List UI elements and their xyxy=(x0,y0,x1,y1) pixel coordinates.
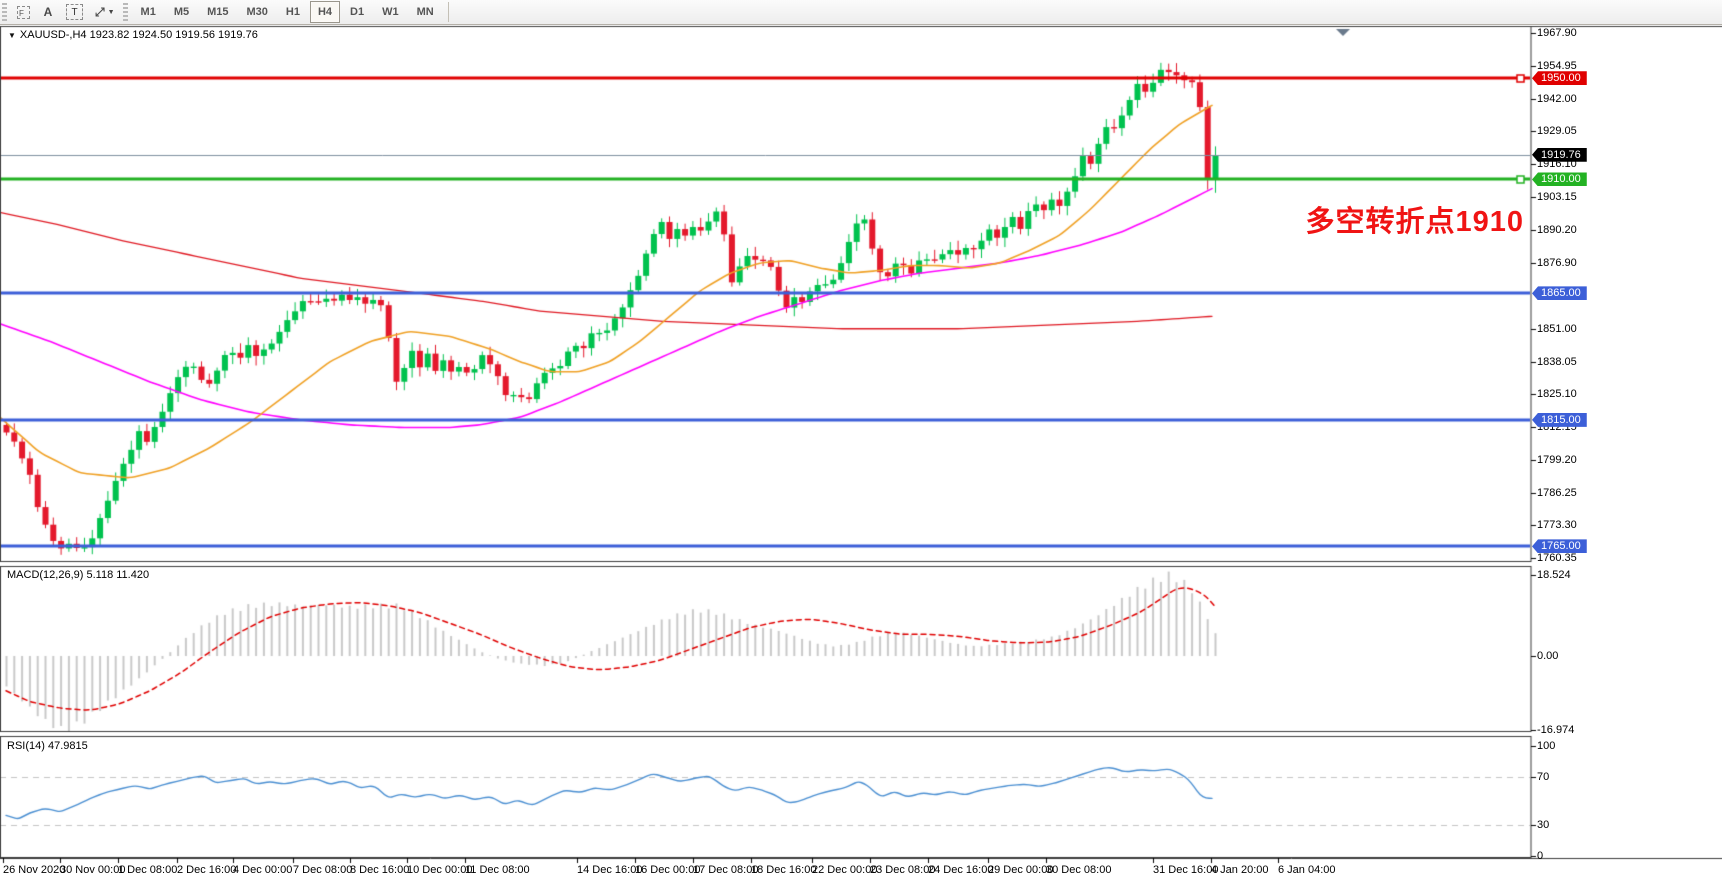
price-tick-label: 1799.20 xyxy=(1537,453,1577,466)
arrows-icon: ⤢ xyxy=(95,4,105,19)
timeframe-button-H4[interactable]: H4 xyxy=(309,1,341,23)
rsi-tick-label: 100 xyxy=(1537,740,1556,752)
toolbar-grip[interactable] xyxy=(2,3,7,21)
time-tick-label: 14 Dec 16:00 xyxy=(577,864,643,876)
chart-title[interactable]: ▼ XAUUSD-,H4 1923.82 1924.50 1919.56 1919… xyxy=(8,29,258,41)
price-tick-label: 1786.25 xyxy=(1537,486,1577,499)
price-tick-label: 1876.90 xyxy=(1537,257,1577,270)
time-tick-label: 7 Dec 08:00 xyxy=(293,864,353,876)
time-tick-label: 1 Dec 08:00 xyxy=(118,864,178,876)
time-tick-label: 30 Nov 00:00 xyxy=(60,864,126,876)
text-box-tool-button[interactable]: T xyxy=(61,2,88,23)
price-tick-label: 1967.90 xyxy=(1537,27,1577,39)
time-tick-label: 2 Dec 16:00 xyxy=(177,864,237,876)
price-tick-label: 1773.30 xyxy=(1537,519,1577,532)
time-tick-label: 17 Dec 08:00 xyxy=(693,864,759,876)
toolbar: F A T ⤢ ▼ M1 M5 M15 M30 H1 H4 D1 W1 MN xyxy=(0,0,1722,25)
collapse-triangle-icon[interactable]: ▼ xyxy=(8,31,16,40)
fibonacci-tool-button[interactable]: F xyxy=(12,2,35,23)
toolbar-separator xyxy=(447,2,449,22)
price-tick-label: 1942.00 xyxy=(1537,92,1577,105)
timeframe-button-M1[interactable]: M1 xyxy=(140,6,156,18)
text-label-tool-button[interactable]: A xyxy=(37,2,59,23)
chart-annotation-text[interactable]: 多空转折点1910 xyxy=(1305,206,1524,238)
toolbar-grip-2[interactable] xyxy=(122,3,128,21)
price-tick-label: 1954.95 xyxy=(1537,59,1577,72)
time-tick-label: 23 Dec 08:00 xyxy=(870,864,936,876)
price-badge: 1950.00 xyxy=(1532,71,1587,86)
arrow-tools-button[interactable]: ⤢ ▼ xyxy=(90,2,120,23)
time-tick-label: 16 Dec 00:00 xyxy=(635,864,701,876)
time-tick-label: 8 Dec 16:00 xyxy=(350,864,410,876)
timeframe-button-M5[interactable]: M5 xyxy=(173,6,190,18)
price-badge: 1919.76 xyxy=(1532,147,1587,162)
macd-tick-label: 18.524 xyxy=(1537,569,1571,582)
time-tick-label: 4 Dec 00:00 xyxy=(233,864,293,876)
price-badge: 1910.00 xyxy=(1532,172,1587,187)
price-tick-label: 1760.35 xyxy=(1537,552,1577,565)
price-badge: 1765.00 xyxy=(1532,539,1587,554)
time-tick-label: 30 Dec 08:00 xyxy=(1046,864,1112,876)
time-tick-label: 18 Dec 16:00 xyxy=(751,864,817,876)
price-tick-label: 1903.15 xyxy=(1537,190,1577,203)
time-tick-label: 6 Jan 04:00 xyxy=(1278,864,1336,876)
time-tick-label: 29 Dec 00:00 xyxy=(988,864,1054,876)
macd-tick-label: 0.00 xyxy=(1537,650,1559,662)
timeframe-button-M30[interactable]: M30 xyxy=(246,6,268,18)
rsi-tick-label: 30 xyxy=(1537,819,1550,831)
time-tick-label: 24 Dec 16:00 xyxy=(928,864,994,876)
timeframe-button-MN[interactable]: MN xyxy=(416,6,434,18)
price-tick-label: 1929.05 xyxy=(1537,125,1577,138)
macd-indicator-label: MACD(12,26,9) 5.118 11.420 xyxy=(7,569,150,581)
timeframe-button-M15[interactable]: M15 xyxy=(207,6,229,18)
price-tick-label: 1890.20 xyxy=(1537,223,1577,236)
chevron-down-icon: ▼ xyxy=(107,8,115,16)
time-tick-label: 4 Jan 20:00 xyxy=(1211,864,1269,876)
rsi-indicator-label: RSI(14) 47.9815 xyxy=(7,740,88,752)
price-badge: 1815.00 xyxy=(1532,412,1587,427)
time-tick-label: 31 Dec 16:00 xyxy=(1153,864,1219,876)
timeframe-button-group: M1 M5 M15 M30 H1 H4 D1 W1 MN xyxy=(132,1,443,23)
rsi-tick-label: 0 xyxy=(1537,850,1544,862)
time-tick-label: 22 Dec 00:00 xyxy=(812,864,878,876)
timeframe-button-W1[interactable]: W1 xyxy=(382,6,399,18)
timeframe-button-H1[interactable]: H1 xyxy=(285,6,300,18)
time-tick-label: 10 Dec 00:00 xyxy=(407,864,473,876)
rsi-tick-label: 70 xyxy=(1537,771,1550,783)
price-tick-label: 1851.00 xyxy=(1537,322,1577,335)
time-tick-label: 11 Dec 08:00 xyxy=(465,864,530,876)
price-tick-label: 1825.10 xyxy=(1537,388,1577,401)
timeframe-button-D1[interactable]: D1 xyxy=(350,6,365,18)
text-label-icon: A xyxy=(43,5,53,19)
price-badge: 1865.00 xyxy=(1532,286,1587,301)
text-box-icon: T xyxy=(66,4,83,20)
macd-tick-label: -16.974 xyxy=(1537,723,1575,736)
fibonacci-icon: F xyxy=(17,5,30,19)
price-tick-label: 1838.05 xyxy=(1537,355,1577,368)
time-tick-label: 26 Nov 2020 xyxy=(3,864,66,876)
